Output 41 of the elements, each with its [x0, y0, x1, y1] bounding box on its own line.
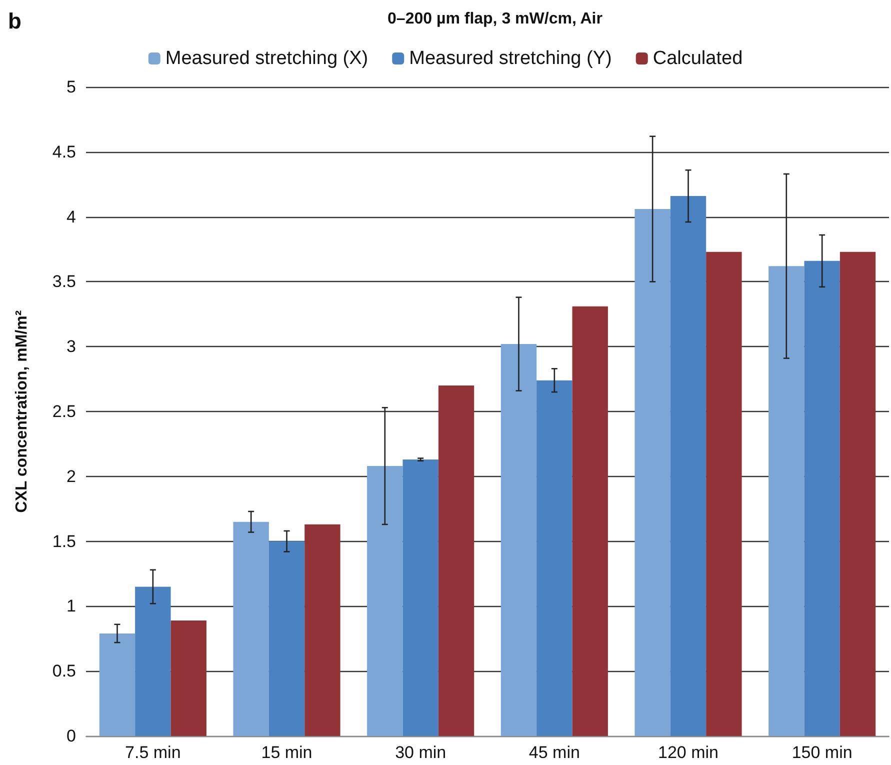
- y-tick-label: 5: [66, 78, 76, 96]
- bar: [572, 306, 608, 736]
- x-tick-label: 150 min: [792, 743, 852, 762]
- x-tick-label: 15 min: [261, 743, 312, 762]
- y-tick-label: 2.5: [52, 402, 76, 421]
- bar: [804, 260, 840, 736]
- bar: [367, 466, 403, 736]
- bar: [304, 524, 340, 736]
- legend-label: Calculated: [652, 48, 743, 69]
- bar: [634, 209, 670, 736]
- bar: [268, 541, 305, 736]
- y-tick-label: 1.5: [52, 532, 76, 551]
- x-tick-label: 45 min: [528, 743, 580, 762]
- bar: [670, 196, 706, 736]
- y-axis-title: CXL concentration, mM/m²: [14, 310, 30, 513]
- x-tick-label: 7.5 min: [125, 743, 181, 762]
- bar: [99, 633, 136, 736]
- bar: [438, 386, 474, 736]
- bar: [402, 460, 438, 736]
- bar: [135, 586, 171, 736]
- y-tick-label: 0.5: [52, 662, 76, 681]
- y-tick-label: 2: [66, 466, 76, 486]
- y-tick-label: 4.5: [52, 142, 76, 162]
- y-tick-label: 3.5: [52, 272, 76, 292]
- bar: [500, 344, 537, 736]
- x-tick-label: 120 min: [658, 743, 718, 762]
- bar: [768, 266, 804, 736]
- text: b: [8, 8, 22, 34]
- bar: [233, 522, 269, 736]
- bar: [706, 252, 742, 736]
- legend-label: Measured stretching (X): [165, 48, 368, 69]
- x-tick-label: 30 min: [395, 743, 446, 762]
- y-tick-label: 3: [66, 337, 76, 356]
- y-tick-label: 0: [66, 726, 76, 746]
- y-tick-label: 1: [66, 596, 76, 616]
- bar: [840, 252, 876, 736]
- y-tick-label: 4: [66, 207, 76, 226]
- legend-label: Measured stretching (Y): [409, 48, 612, 69]
- bar: [170, 620, 206, 736]
- bar: [536, 380, 572, 736]
- chart-title: 0–200 µm flap, 3 mW/cm, Air: [388, 10, 602, 28]
